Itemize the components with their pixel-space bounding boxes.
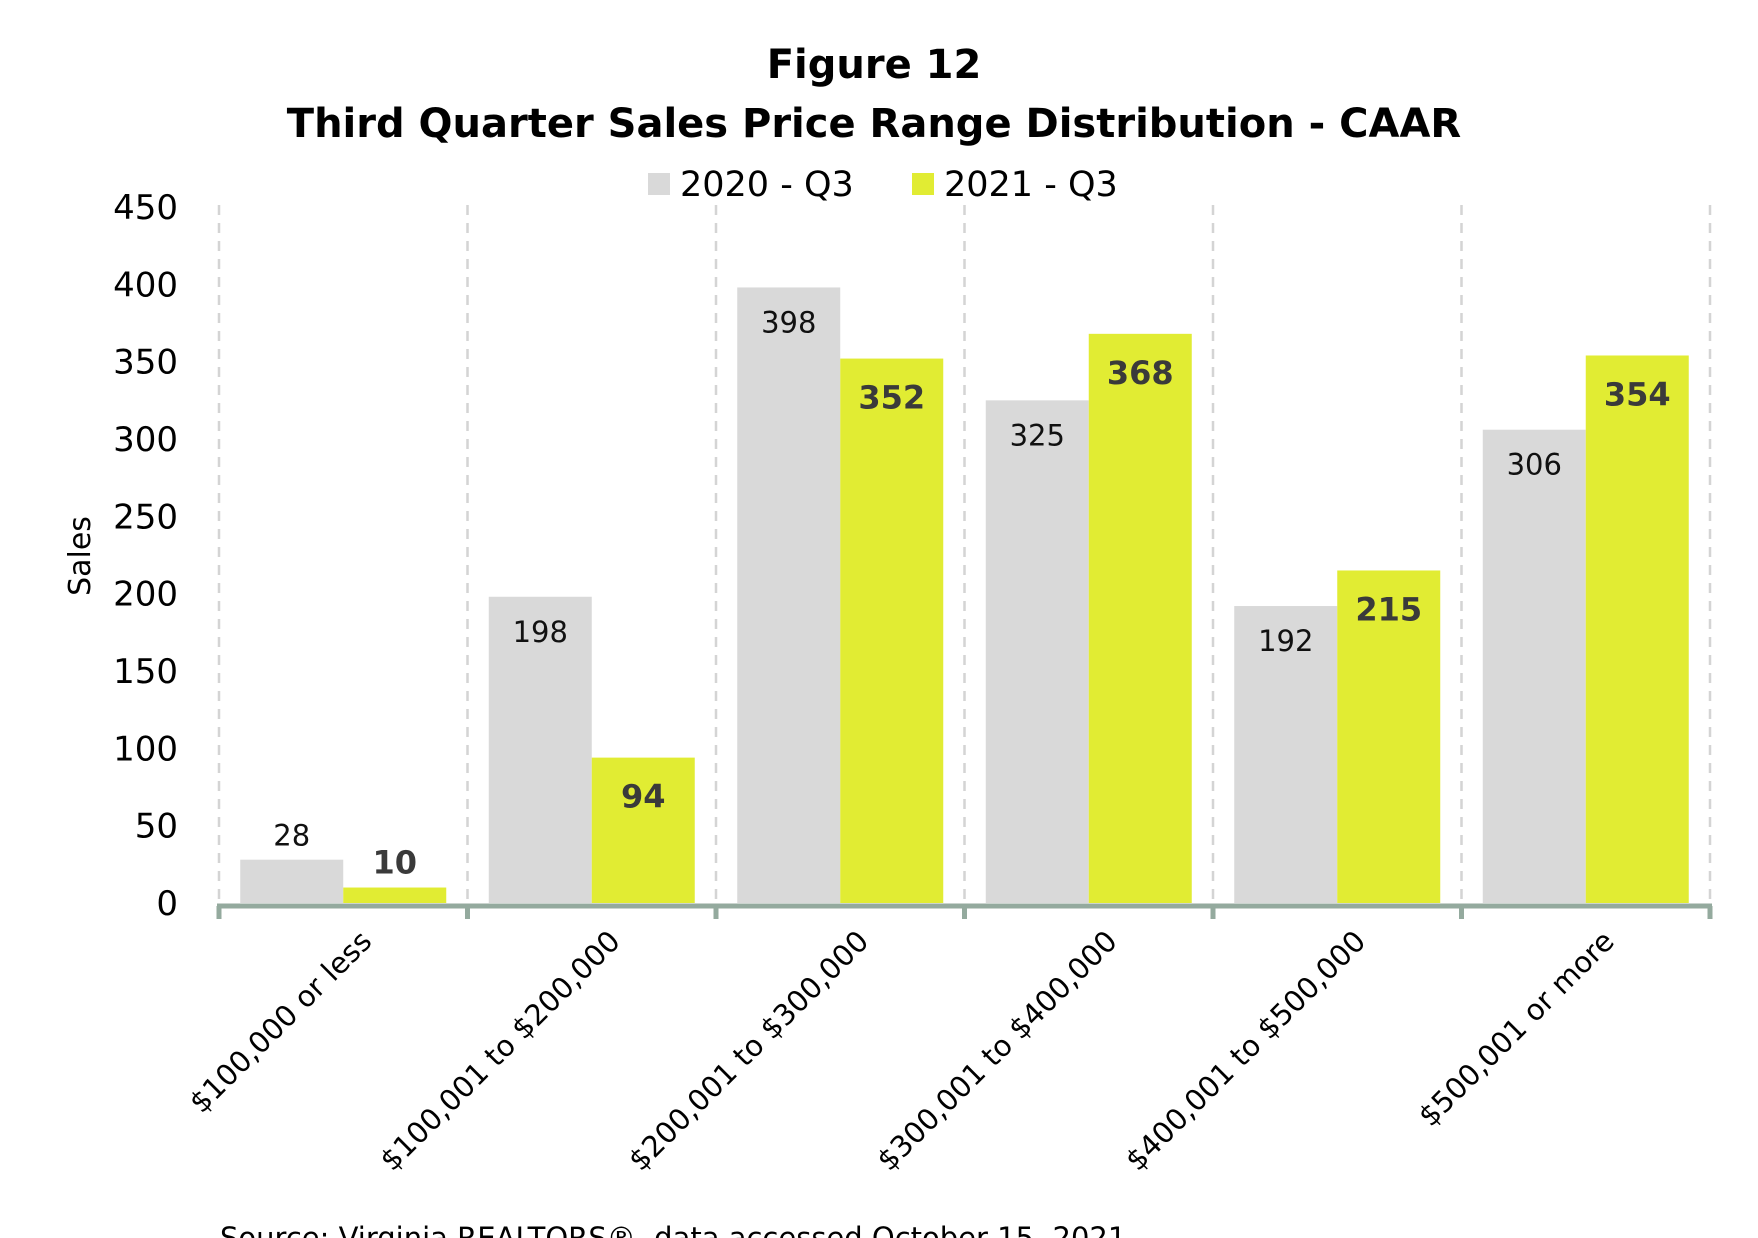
x-category-label: $400,001 to $500,000 xyxy=(1119,924,1372,1177)
data-label-2020: 398 xyxy=(761,305,816,339)
data-label-2021: 352 xyxy=(858,379,925,417)
y-tick-label: 200 xyxy=(113,575,178,615)
data-label-2021: 10 xyxy=(372,844,417,882)
data-label-2020: 198 xyxy=(513,615,568,649)
x-category-label: $100,000 or less xyxy=(183,924,379,1120)
legend-label-2020: 2020 - Q3 xyxy=(680,165,854,205)
data-label-2021: 94 xyxy=(621,778,666,816)
bar-2021 xyxy=(1337,570,1441,903)
y-tick-label: 150 xyxy=(113,652,178,692)
y-tick-label: 300 xyxy=(113,420,178,460)
legend-swatch-2020 xyxy=(648,173,670,195)
legend: 2020 - Q3 2021 - Q3 xyxy=(648,165,1118,205)
bar-2021 xyxy=(840,358,944,903)
x-axis xyxy=(216,903,1713,919)
figure-label: Figure 12 xyxy=(767,42,982,88)
gridlines xyxy=(217,205,1712,903)
x-category-label: $300,001 to $400,000 xyxy=(870,924,1123,1177)
legend-swatch-2021 xyxy=(912,173,934,195)
data-label-2020: 192 xyxy=(1258,624,1313,658)
x-category-label: $100,001 to $200,000 xyxy=(373,924,626,1177)
bar-2021 xyxy=(1088,333,1192,903)
y-tick-label: 100 xyxy=(113,729,178,769)
y-tick-label: 250 xyxy=(113,497,178,537)
bar-2020 xyxy=(1482,429,1586,903)
data-label-2021: 368 xyxy=(1107,354,1174,392)
bar-2020 xyxy=(240,859,344,903)
y-tick-label: 350 xyxy=(113,343,178,383)
data-label-2020: 28 xyxy=(273,819,310,853)
legend-label-2021: 2021 - Q3 xyxy=(944,165,1118,205)
bar-2020 xyxy=(737,287,841,904)
source-note: Source: Virginia REALTORS®, data accesse… xyxy=(220,1221,1126,1238)
bar-2021 xyxy=(343,887,447,903)
bars xyxy=(240,287,1689,904)
x-category-label: $200,001 to $300,000 xyxy=(622,924,875,1177)
data-label-2021: 354 xyxy=(1604,375,1671,413)
x-category-label: $500,001 or more xyxy=(1412,924,1621,1133)
bar-2021 xyxy=(591,757,695,903)
y-tick-label: 450 xyxy=(113,188,178,228)
bar-2021 xyxy=(1585,355,1689,904)
data-label-2020: 325 xyxy=(1010,418,1065,452)
y-tick-label: 0 xyxy=(156,884,178,924)
y-axis-title: Sales xyxy=(63,516,98,596)
data-labels: 28 10 198 94 398 352 325 368 192 215 306 354 xyxy=(273,305,1670,881)
data-label-2020: 306 xyxy=(1507,448,1562,482)
bar-2020 xyxy=(985,400,1089,903)
y-axis-ticks: 0 50 100 150 200 250 300 350 400 450 xyxy=(113,188,178,924)
x-axis-category-labels: $100,000 or less$100,001 to $200,000$200… xyxy=(183,924,1621,1177)
data-label-2021: 215 xyxy=(1355,590,1422,628)
y-tick-label: 400 xyxy=(113,265,178,305)
bar-2020 xyxy=(488,596,592,903)
chart-title: Third Quarter Sales Price Range Distribu… xyxy=(287,101,1461,147)
y-tick-label: 50 xyxy=(135,807,178,847)
bar-2020 xyxy=(1234,606,1338,903)
